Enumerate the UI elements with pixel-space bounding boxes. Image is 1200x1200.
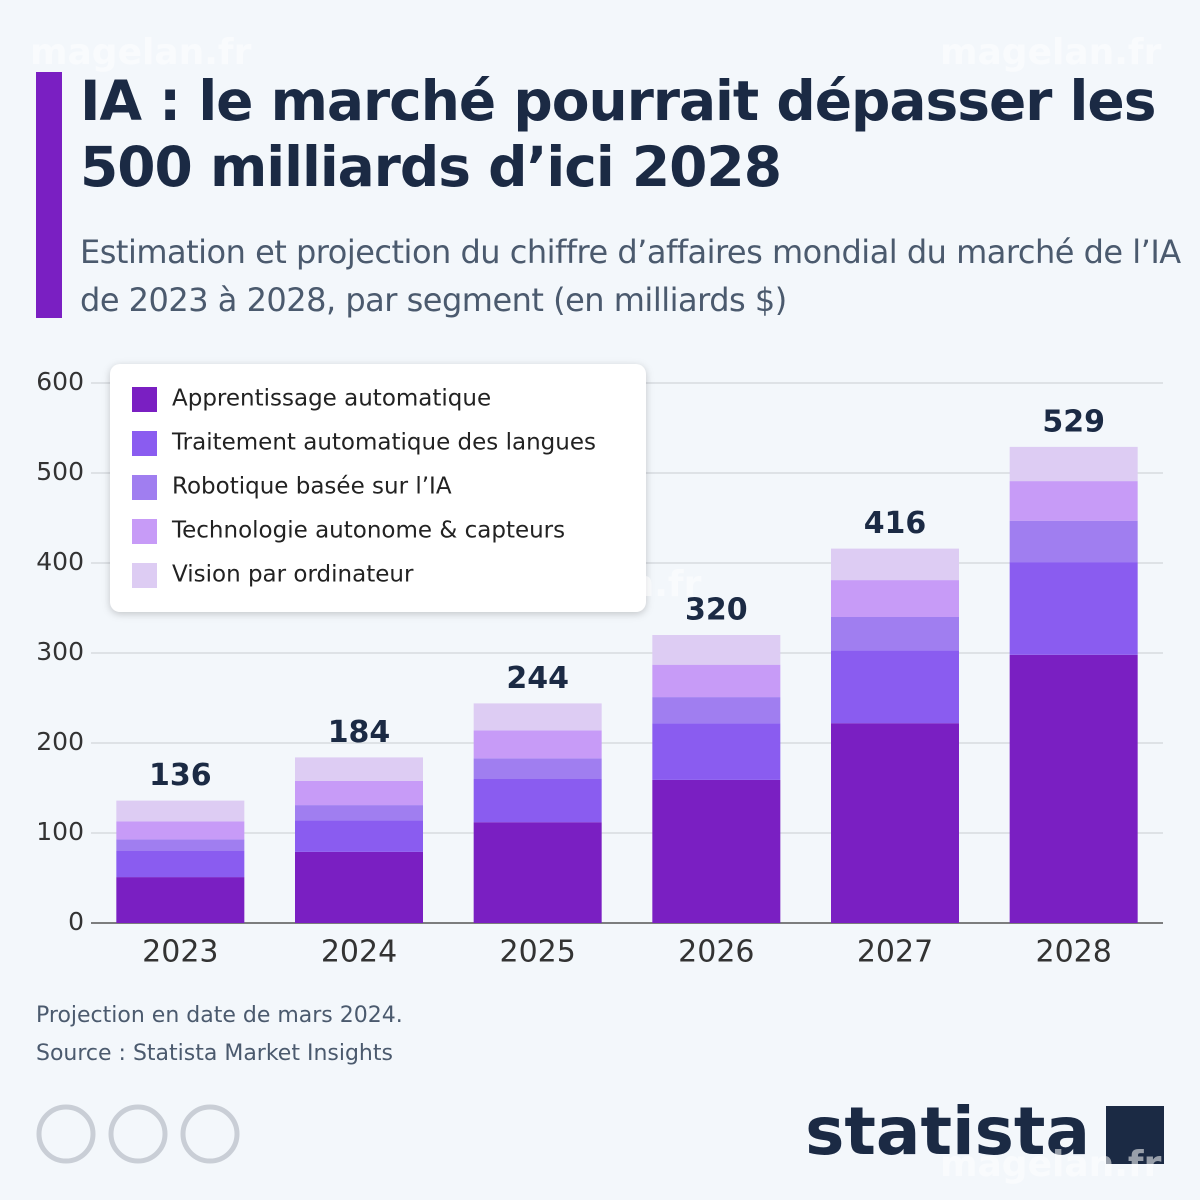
bar-segment bbox=[116, 839, 245, 851]
y-tick-label: 500 bbox=[36, 457, 84, 486]
chart-subtitle: Estimation et projection du chiffre d’af… bbox=[80, 233, 1181, 319]
bar-segment bbox=[1009, 562, 1138, 655]
total-label: 320 bbox=[685, 593, 748, 628]
license-icons bbox=[36, 1104, 240, 1164]
watermark: magelan.fr bbox=[30, 32, 252, 73]
y-tick-label: 300 bbox=[36, 637, 84, 666]
chart-title: IA : le marché pourrait dépasser les 500… bbox=[80, 69, 1156, 199]
bar-segment bbox=[116, 877, 245, 923]
bar-segment bbox=[831, 617, 959, 651]
bar-segment bbox=[473, 822, 602, 923]
legend: Apprentissage automatique Traitement auto… bbox=[132, 386, 596, 588]
bar-segment bbox=[831, 580, 959, 617]
y-tick-label: 600 bbox=[36, 367, 84, 396]
bar-segment bbox=[116, 851, 245, 878]
bar-segment bbox=[831, 650, 959, 724]
bar-segment bbox=[831, 548, 959, 581]
bar-segment bbox=[652, 723, 781, 780]
bar-segment bbox=[295, 805, 423, 821]
title-accent bbox=[36, 72, 62, 318]
logo-icon bbox=[1106, 1106, 1164, 1164]
total-label: 529 bbox=[1042, 404, 1105, 439]
total-label: 416 bbox=[864, 506, 927, 541]
total-label: 136 bbox=[149, 758, 212, 793]
watermark: magelan.fr bbox=[940, 1144, 1162, 1185]
legend-label: Apprentissage automatique bbox=[172, 386, 491, 412]
bar-segment bbox=[295, 851, 423, 923]
total-label: 244 bbox=[506, 661, 569, 696]
y-tick-label: 200 bbox=[36, 727, 84, 756]
y-tick-label: 400 bbox=[36, 547, 84, 576]
bar-segment bbox=[652, 697, 781, 724]
x-tick-label: 2026 bbox=[678, 935, 754, 970]
bar-segment bbox=[652, 635, 781, 665]
logo: statista bbox=[805, 1093, 1090, 1170]
x-tick-label: 2023 bbox=[142, 935, 218, 970]
bar-segment bbox=[116, 800, 245, 822]
legend-swatch bbox=[132, 519, 157, 544]
bar-segment bbox=[1009, 481, 1138, 521]
bar-segment bbox=[295, 780, 423, 806]
bar-segment bbox=[295, 757, 423, 781]
legend-label: Technologie autonome & capteurs bbox=[171, 518, 565, 544]
x-tick-label: 2027 bbox=[857, 935, 933, 970]
bar-segment bbox=[116, 821, 245, 840]
watermark: magelan.fr bbox=[480, 564, 702, 605]
bar-segment bbox=[652, 664, 781, 698]
legend-box bbox=[110, 364, 646, 612]
bar-segment bbox=[473, 730, 602, 759]
legend-swatch bbox=[132, 563, 157, 588]
title-box: IA : le marché pourrait dépasser les 500… bbox=[80, 69, 1156, 199]
bar-segment bbox=[1009, 654, 1138, 923]
legend-swatch bbox=[132, 475, 157, 500]
source: Source : Statista Market Insights bbox=[36, 1041, 393, 1066]
plot: 0 100 200 300 400 500 600 2023 136 2024 184 2025 244… bbox=[36, 367, 1163, 970]
x-tick-label: 2028 bbox=[1035, 935, 1111, 970]
y-tick-label: 0 bbox=[68, 907, 84, 936]
legend-swatch bbox=[132, 387, 157, 412]
legend-label: Vision par ordinateur bbox=[172, 562, 414, 588]
bar-segment bbox=[295, 820, 423, 852]
bar-segment bbox=[1009, 520, 1138, 563]
legend-label: Traitement automatique des langues bbox=[171, 430, 596, 456]
x-tick-label: 2024 bbox=[321, 935, 397, 970]
legend-swatch bbox=[132, 431, 157, 456]
bar-segment bbox=[652, 779, 781, 923]
x-tick-label: 2025 bbox=[499, 935, 575, 970]
legend-label: Robotique basée sur l’IA bbox=[172, 474, 452, 500]
bar-segment bbox=[831, 723, 959, 923]
y-tick-label: 100 bbox=[36, 817, 84, 846]
bar-segment bbox=[1009, 446, 1138, 482]
watermarks: magelan.fr magelan.fr magelan.fr magelan… bbox=[30, 32, 1162, 1185]
bar-segment bbox=[473, 758, 602, 779]
note: Projection en date de mars 2024. bbox=[36, 1003, 403, 1028]
bar-segment bbox=[473, 703, 602, 731]
total-label: 184 bbox=[328, 715, 391, 750]
watermark: magelan.fr bbox=[940, 32, 1162, 73]
bar-segment bbox=[473, 779, 602, 823]
subtitle-box: Estimation et projection du chiffre d’af… bbox=[80, 233, 1181, 319]
